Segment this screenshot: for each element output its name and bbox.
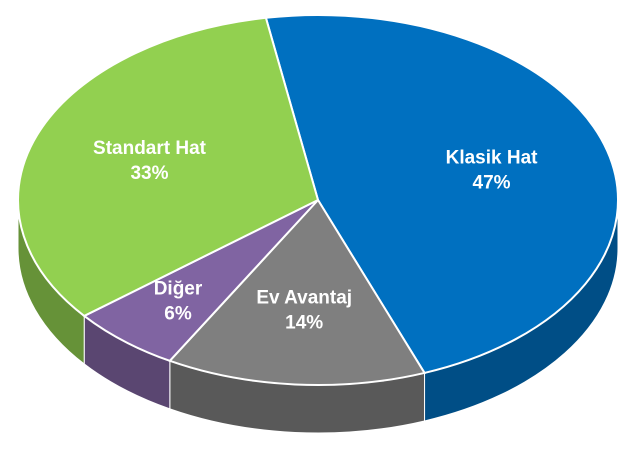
- slice-label: Klasik Hat: [446, 148, 539, 169]
- slice-label: Ev Avantaj: [256, 288, 352, 309]
- slice-value: 33%: [130, 163, 168, 184]
- slice-label: Standart Hat: [93, 138, 207, 159]
- slice: [17, 16, 320, 318]
- slice-value: 14%: [285, 313, 323, 334]
- slice-value: 47%: [473, 173, 511, 194]
- slice: [168, 198, 427, 386]
- slice-value: 6%: [164, 303, 192, 324]
- slice-label: Diğer: [154, 278, 203, 299]
- slice: [264, 14, 619, 375]
